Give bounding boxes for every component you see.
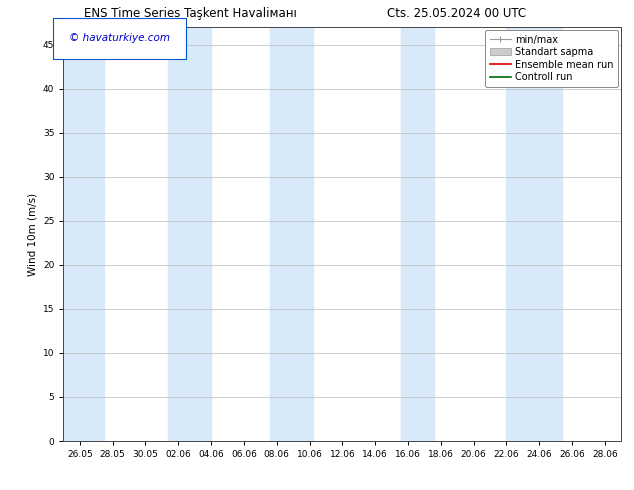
Bar <box>63 27 105 441</box>
Bar <box>169 27 211 441</box>
Bar <box>401 27 434 441</box>
Text: ENS Time Series Taşkent Havaliманı: ENS Time Series Taşkent Havaliманı <box>84 7 297 21</box>
Text: © havaturkiye.com: © havaturkiye.com <box>69 33 170 43</box>
Y-axis label: Wind 10m (m/s): Wind 10m (m/s) <box>27 193 37 275</box>
Text: Cts. 25.05.2024 00 UTC: Cts. 25.05.2024 00 UTC <box>387 7 526 21</box>
Bar <box>507 27 562 441</box>
Bar <box>270 27 313 441</box>
Legend: min/max, Standart sapma, Ensemble mean run, Controll run: min/max, Standart sapma, Ensemble mean r… <box>485 30 618 87</box>
